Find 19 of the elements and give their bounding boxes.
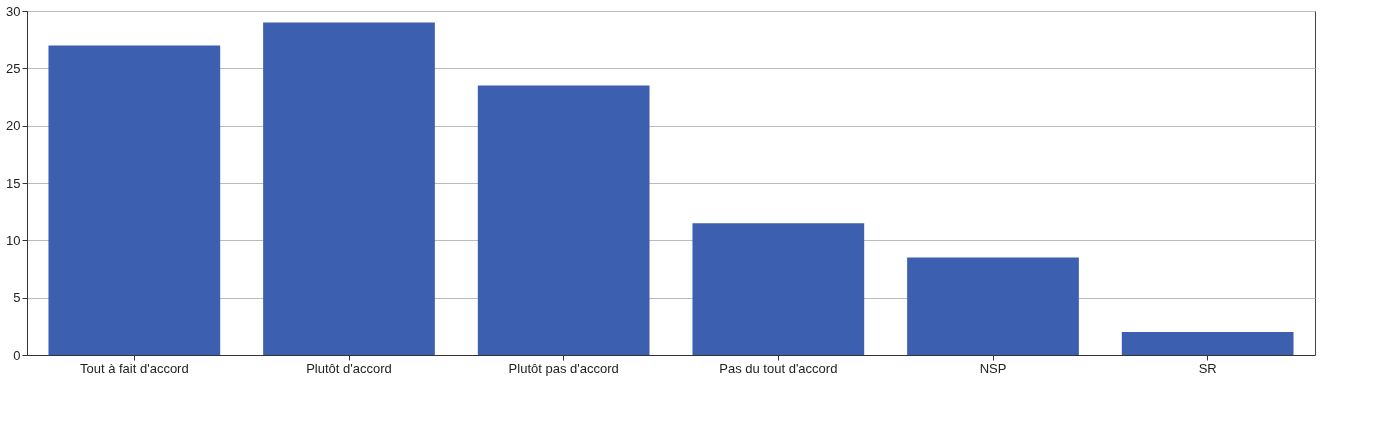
y-tick-label: 25 bbox=[6, 60, 21, 76]
bar bbox=[1121, 332, 1294, 355]
bar bbox=[48, 45, 221, 355]
y-tick-label: 20 bbox=[6, 118, 21, 134]
x-tick-label: Plutôt pas d'accord bbox=[508, 360, 619, 376]
y-tick-label: 5 bbox=[13, 290, 21, 306]
y-tick-label: 15 bbox=[6, 175, 21, 191]
x-tick-label: Tout à fait d'accord bbox=[79, 360, 189, 376]
bar bbox=[692, 223, 865, 355]
y-tick-label: 10 bbox=[6, 232, 21, 248]
bar bbox=[907, 257, 1079, 355]
bar bbox=[477, 85, 650, 355]
x-tick-label: SR bbox=[1198, 360, 1217, 376]
x-tick-label: NSP bbox=[979, 360, 1007, 376]
bar bbox=[263, 22, 435, 355]
x-tick-label: Pas du tout d'accord bbox=[719, 360, 838, 376]
y-tick-label: 0 bbox=[13, 347, 21, 363]
y-tick-label: 30 bbox=[6, 3, 21, 19]
x-tick-label: Plutôt d'accord bbox=[306, 360, 392, 376]
